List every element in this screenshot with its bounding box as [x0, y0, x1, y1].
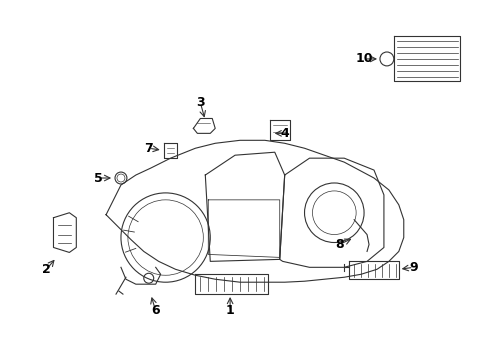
Text: 10: 10 [355, 53, 372, 66]
Text: 9: 9 [408, 261, 417, 274]
Text: 5: 5 [94, 171, 102, 185]
Text: 1: 1 [225, 305, 234, 318]
Text: 3: 3 [196, 96, 204, 109]
Text: 7: 7 [144, 142, 153, 155]
Text: 8: 8 [334, 238, 343, 251]
Text: 4: 4 [280, 127, 288, 140]
Text: 6: 6 [151, 305, 160, 318]
Text: 2: 2 [42, 263, 51, 276]
